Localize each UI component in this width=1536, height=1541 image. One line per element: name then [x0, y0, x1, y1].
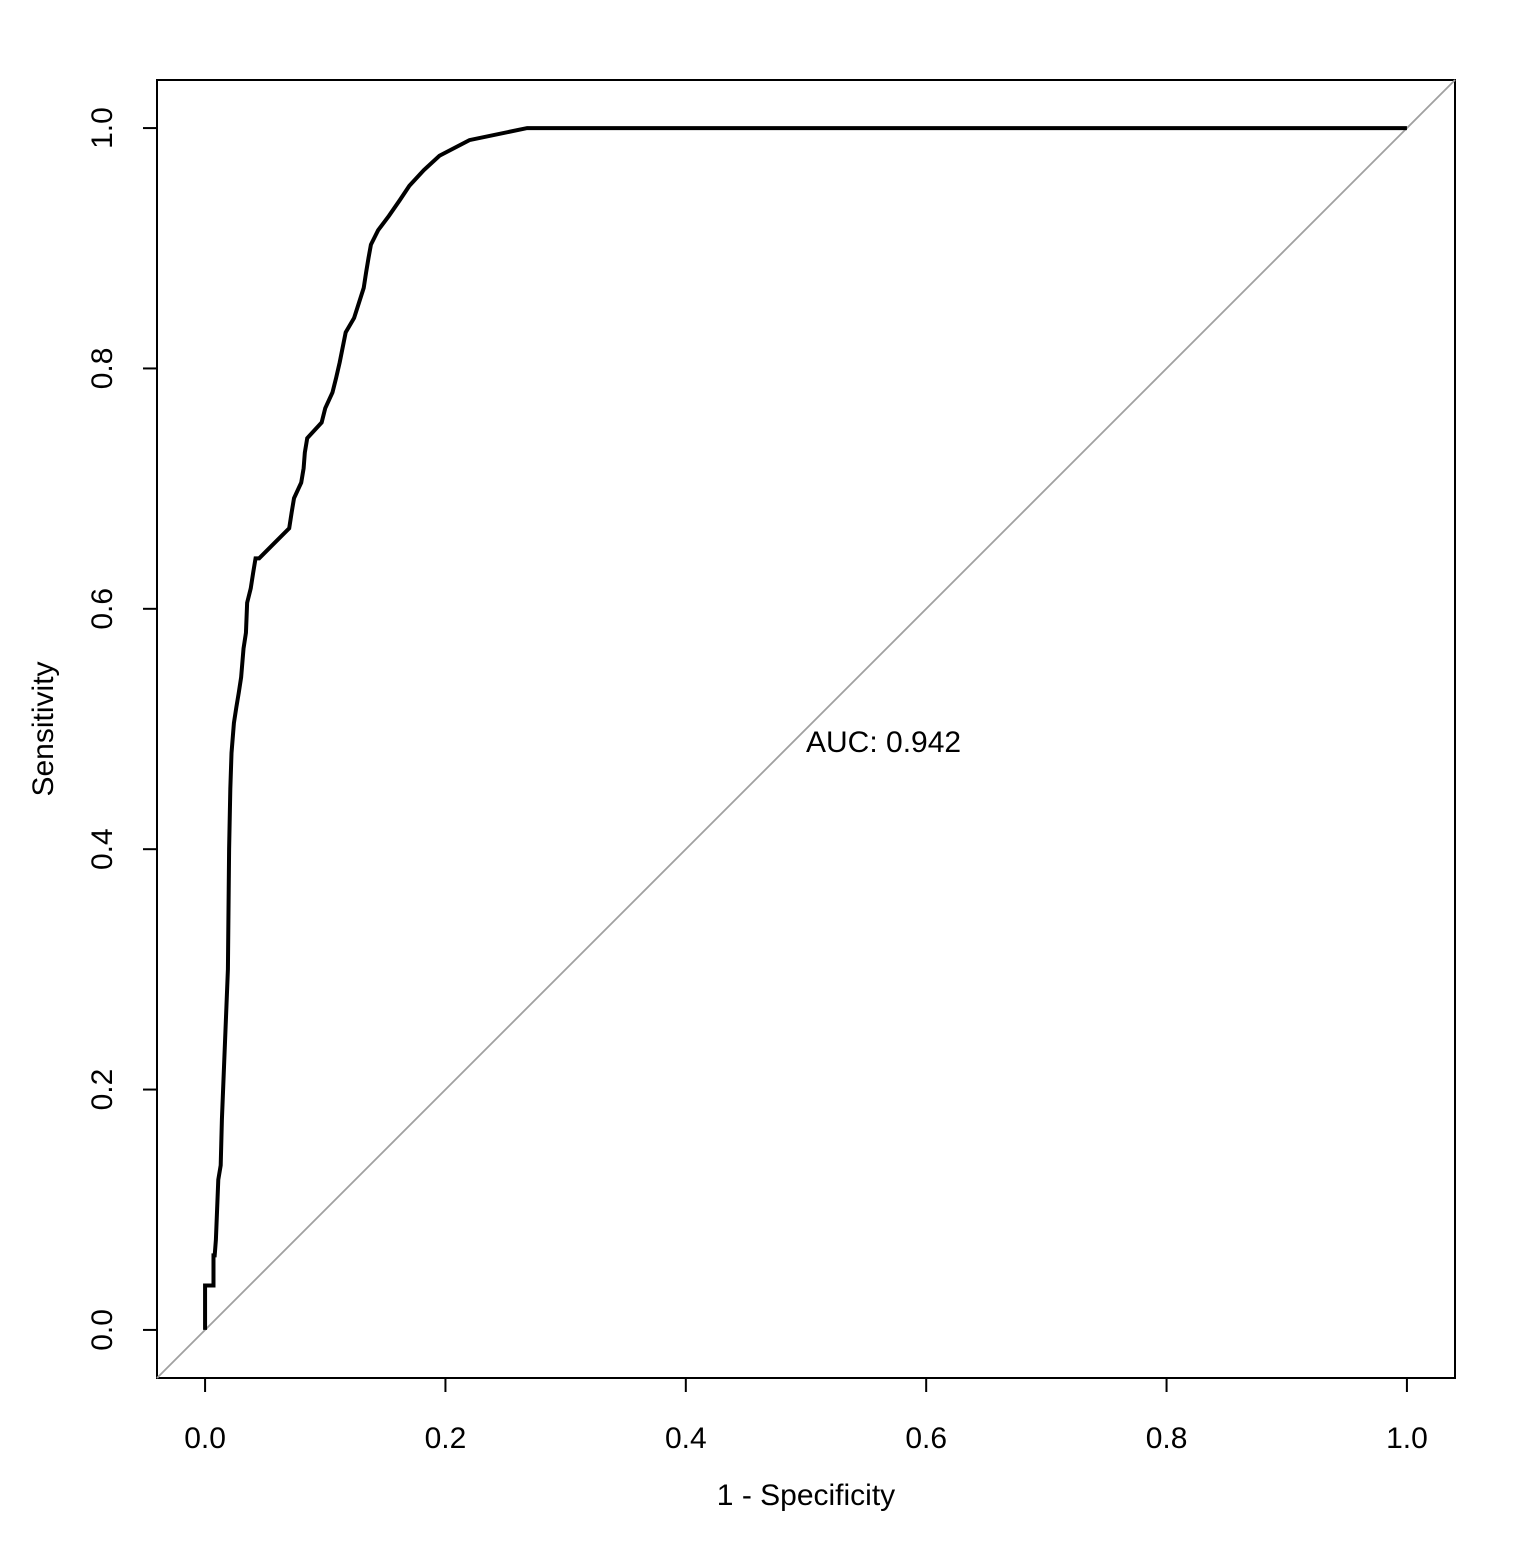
y-tick-label: 0.0: [86, 1309, 119, 1351]
annotation-auc: AUC: 0.942: [806, 726, 961, 759]
x-tick-label: 0.8: [1146, 1422, 1188, 1455]
x-axis-title: 1 - Specificity: [717, 1479, 895, 1512]
y-tick-label: 0.4: [86, 828, 119, 870]
x-axis: 0.0 0.2 0.4 0.6 0.8 1.0: [184, 1377, 1428, 1455]
y-tick-label: 0.2: [86, 1069, 119, 1111]
x-tick-label: 0.4: [665, 1422, 707, 1455]
y-tick-label: 0.6: [86, 588, 119, 630]
y-tick-label: 1.0: [86, 107, 119, 149]
series-layer: [156, 79, 1456, 1379]
x-tick-label: 0.0: [184, 1422, 226, 1455]
y-tick-label: 0.8: [86, 348, 119, 390]
roc-curve: [203, 126, 1407, 1330]
y-axis-title: Sensitivity: [27, 661, 60, 796]
x-tick-label: 0.6: [905, 1422, 947, 1455]
x-tick-label: 0.2: [425, 1422, 467, 1455]
reference-diagonal: [156, 79, 1456, 1379]
x-tick-label: 1.0: [1386, 1422, 1428, 1455]
y-axis: 0.0 0.2 0.4 0.6 0.8 1.0: [86, 107, 158, 1351]
